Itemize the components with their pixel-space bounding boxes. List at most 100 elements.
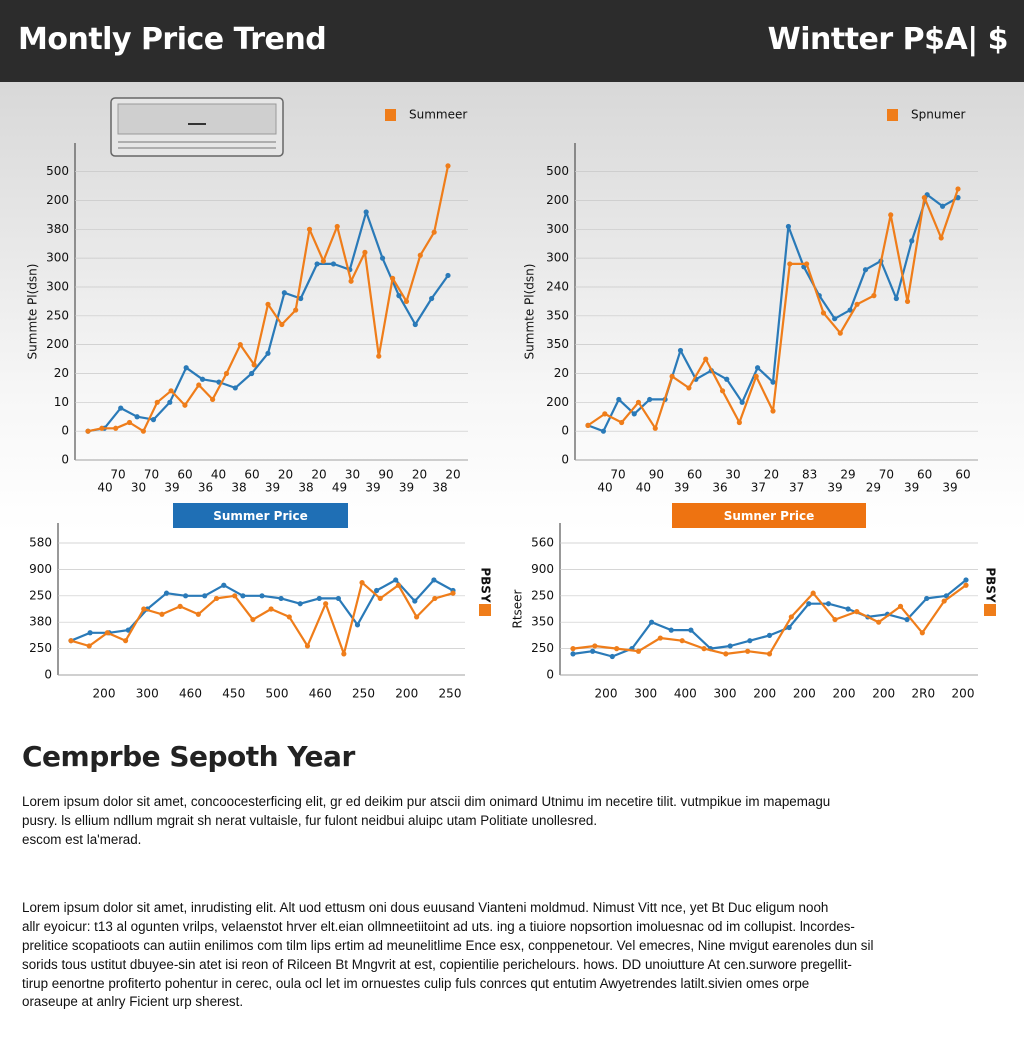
point xyxy=(431,577,437,583)
x-tick-label: 300 xyxy=(634,687,657,701)
point xyxy=(754,365,761,371)
point xyxy=(616,396,622,403)
point xyxy=(570,651,576,657)
y-axis-label: Summte Pl(dsn) xyxy=(523,264,537,360)
x-tick-label: 36 xyxy=(198,481,213,495)
point xyxy=(159,611,165,617)
point xyxy=(677,347,684,354)
point xyxy=(304,643,311,649)
point xyxy=(701,646,707,652)
point xyxy=(183,593,189,599)
point xyxy=(635,648,642,654)
x-tick-label: 20 xyxy=(764,468,779,482)
y-tick-label: 250 xyxy=(29,588,52,602)
x-tick-label: 70 xyxy=(144,468,159,482)
point xyxy=(600,428,607,434)
x-tick-label: 49 xyxy=(332,481,347,495)
price-button xyxy=(672,503,866,528)
point xyxy=(330,261,337,267)
point xyxy=(118,405,124,411)
y-tick-label: 300 xyxy=(546,222,569,236)
point xyxy=(727,643,733,649)
y-tick-label: 20 xyxy=(554,366,569,380)
y-tick-label: 0 xyxy=(546,668,554,682)
x-tick-label: 200 xyxy=(872,687,895,701)
y-axis-label: Summte Pl(dsn) xyxy=(26,264,40,360)
legend-swatch xyxy=(385,109,396,121)
y-tick-label: 0 xyxy=(61,424,69,438)
point xyxy=(832,316,838,322)
point xyxy=(888,212,894,218)
series-line xyxy=(587,193,959,433)
point xyxy=(86,643,92,649)
x-tick-label: 300 xyxy=(136,687,159,701)
point xyxy=(770,379,776,385)
point xyxy=(403,298,410,305)
point xyxy=(585,422,591,428)
point xyxy=(363,209,369,215)
point xyxy=(167,399,173,405)
point xyxy=(286,614,292,620)
point xyxy=(825,601,832,607)
point xyxy=(810,590,816,596)
y-tick-label: 350 xyxy=(531,615,554,629)
point xyxy=(919,630,925,636)
point xyxy=(669,373,675,379)
point xyxy=(924,595,930,602)
point xyxy=(786,624,792,631)
x-tick-label: 39 xyxy=(399,481,414,495)
point xyxy=(323,601,329,607)
point xyxy=(85,428,91,434)
legend-label: PBSY xyxy=(479,567,493,603)
x-tick-label: 38 xyxy=(231,481,246,495)
point xyxy=(445,163,451,169)
x-tick-label: 60 xyxy=(917,468,932,482)
paragraph: Lorem ipsum dolor sit amet, concoocester… xyxy=(22,793,1012,849)
point xyxy=(223,370,230,377)
point xyxy=(210,396,216,403)
point xyxy=(177,603,183,609)
x-tick-label: 29 xyxy=(866,481,881,495)
point xyxy=(87,630,93,636)
point xyxy=(739,399,745,405)
series-line xyxy=(87,210,449,433)
point xyxy=(341,651,347,657)
point xyxy=(876,619,882,625)
point xyxy=(657,635,663,641)
price-button-label: Summer Price xyxy=(213,509,308,523)
point xyxy=(941,598,947,604)
x-tick-label: 500 xyxy=(266,687,289,701)
paragraph-line: prelitice scopatioots can autiin enilimo… xyxy=(22,937,874,953)
point xyxy=(298,295,304,302)
point xyxy=(202,593,208,599)
point xyxy=(806,601,812,607)
y-tick-label: 200 xyxy=(46,337,69,351)
y-tick-label: 250 xyxy=(29,641,52,655)
point xyxy=(150,417,157,423)
header-right: Wintter P$A| $ xyxy=(767,22,1009,57)
point xyxy=(862,267,869,273)
x-tick-label: 20 xyxy=(412,468,427,482)
point xyxy=(134,414,140,420)
x-tick-label: 20 xyxy=(445,468,460,482)
point xyxy=(854,301,860,307)
x-tick-label: 2R0 xyxy=(912,687,936,701)
point xyxy=(736,419,742,426)
point xyxy=(221,582,227,588)
point xyxy=(417,252,423,258)
point xyxy=(724,376,730,382)
point xyxy=(113,425,119,431)
point xyxy=(688,627,694,633)
y-tick-label: 200 xyxy=(546,193,569,207)
point xyxy=(122,638,129,644)
y-tick-label: 500 xyxy=(46,164,69,178)
point xyxy=(182,402,188,408)
point xyxy=(168,388,174,394)
point xyxy=(195,611,201,617)
y-tick-label: 250 xyxy=(531,588,554,602)
y-tick-label: 560 xyxy=(531,536,554,550)
point xyxy=(293,307,299,313)
point xyxy=(614,646,620,652)
point xyxy=(213,595,220,602)
point xyxy=(265,301,271,307)
